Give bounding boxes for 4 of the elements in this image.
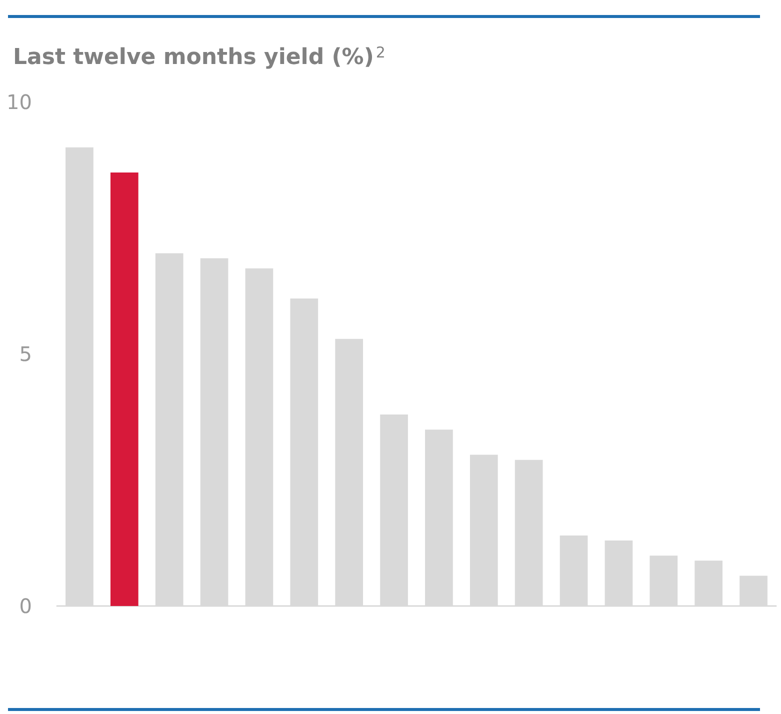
y-tick-label: 0 (19, 594, 32, 618)
y-tick-label: 5 (19, 342, 32, 366)
y-tick-label: 10 (6, 90, 32, 114)
bar (110, 172, 138, 606)
